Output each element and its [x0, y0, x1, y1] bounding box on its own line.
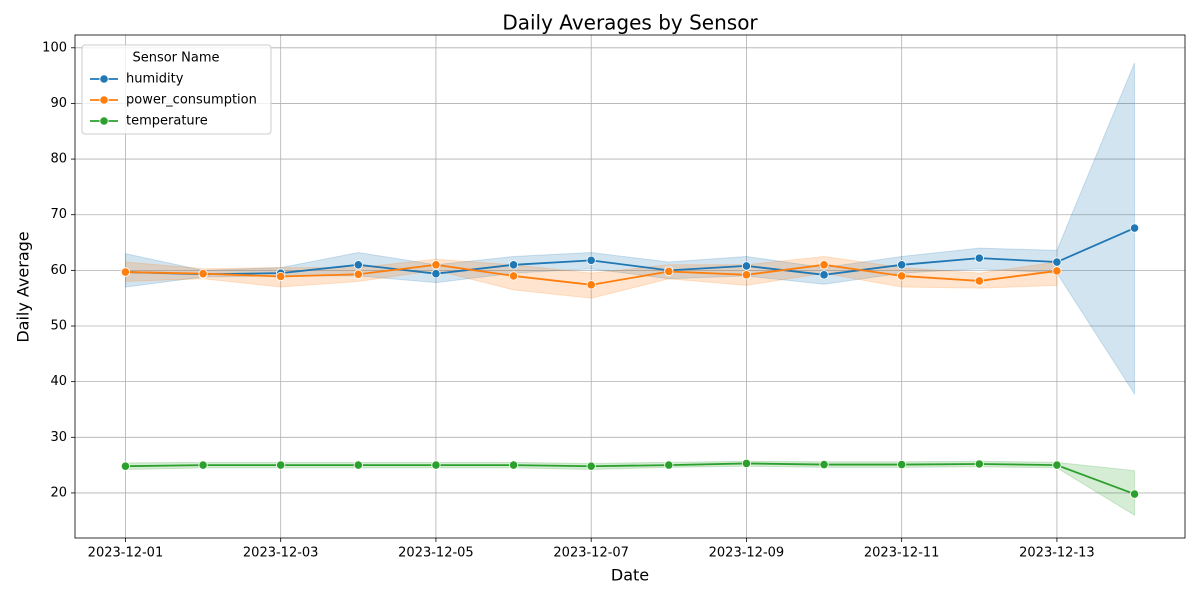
point — [819, 260, 829, 270]
point — [897, 271, 907, 281]
y-tick-label: 90 — [50, 96, 67, 111]
point — [431, 260, 441, 270]
point — [431, 269, 441, 279]
y-tick-label: 100 — [42, 40, 67, 55]
point — [974, 253, 984, 263]
grid: 20 30 40 50 60 70 80 90 100 2023-12-01 2023-12-03 2… — [42, 35, 1185, 561]
point — [1052, 266, 1062, 276]
legend-box — [81, 44, 272, 135]
x-tick-label: 2023-12-07 — [553, 546, 629, 561]
point — [198, 269, 208, 279]
point — [276, 271, 286, 282]
point — [586, 461, 596, 471]
plot-frame — [74, 34, 1186, 539]
x-tick-label: 2023-12-13 — [1019, 546, 1095, 561]
point — [664, 266, 674, 277]
point — [586, 280, 596, 290]
x-axis-label: Date — [611, 566, 649, 585]
chart-title: Daily Averages by Sensor — [502, 11, 758, 35]
point — [120, 461, 131, 471]
point — [586, 255, 596, 265]
point — [431, 460, 441, 470]
x-tick-label: 2023-12-01 — [88, 546, 164, 561]
point — [353, 260, 363, 270]
point — [741, 270, 752, 280]
point — [1052, 460, 1062, 470]
x-tick-label: 2023-12-11 — [864, 546, 940, 561]
point — [819, 270, 829, 280]
y-tick-label: 70 — [50, 207, 67, 222]
legend-title: Sensor Name — [132, 51, 219, 66]
point — [508, 271, 519, 281]
legend-label: power_consumption — [126, 93, 257, 108]
lines — [120, 223, 1140, 499]
point — [1129, 489, 1140, 499]
y-tick-label: 50 — [50, 319, 67, 334]
point — [741, 261, 752, 271]
series-line — [125, 462, 1135, 495]
point — [897, 459, 907, 470]
point — [276, 460, 286, 470]
point — [974, 276, 984, 286]
y-tick-label: 80 — [50, 152, 67, 167]
point — [120, 267, 131, 277]
x-tick-label: 2023-12-05 — [398, 546, 474, 561]
y-tick-label: 60 — [50, 263, 67, 278]
x-tick-label: 2023-12-09 — [709, 546, 785, 561]
point — [1129, 223, 1140, 233]
point — [819, 459, 829, 470]
legend-label: humidity — [126, 72, 184, 87]
legend-marker — [99, 74, 109, 84]
y-tick-label: 30 — [50, 430, 67, 445]
x-tick-label: 2023-12-03 — [243, 546, 319, 561]
point — [198, 460, 208, 470]
point — [353, 460, 363, 470]
y-axis-label: Daily Average — [14, 231, 33, 342]
bands — [124, 62, 1136, 517]
y-tick-label: 20 — [50, 485, 67, 500]
point — [353, 269, 363, 279]
point — [897, 260, 907, 270]
point — [508, 260, 519, 270]
legend-marker — [99, 116, 109, 126]
legend-label: temperature — [126, 114, 208, 129]
confidence-band — [124, 62, 1136, 396]
legend: Sensor Name humidity power_consumptiontemp… — [81, 44, 272, 135]
point — [508, 460, 519, 470]
point — [664, 460, 674, 470]
point — [1052, 257, 1062, 267]
y-tick-label: 40 — [50, 374, 67, 389]
point — [741, 458, 752, 469]
series-line — [125, 227, 1135, 276]
point — [974, 459, 984, 469]
confidence-band — [124, 460, 1136, 517]
legend-marker — [99, 95, 109, 105]
